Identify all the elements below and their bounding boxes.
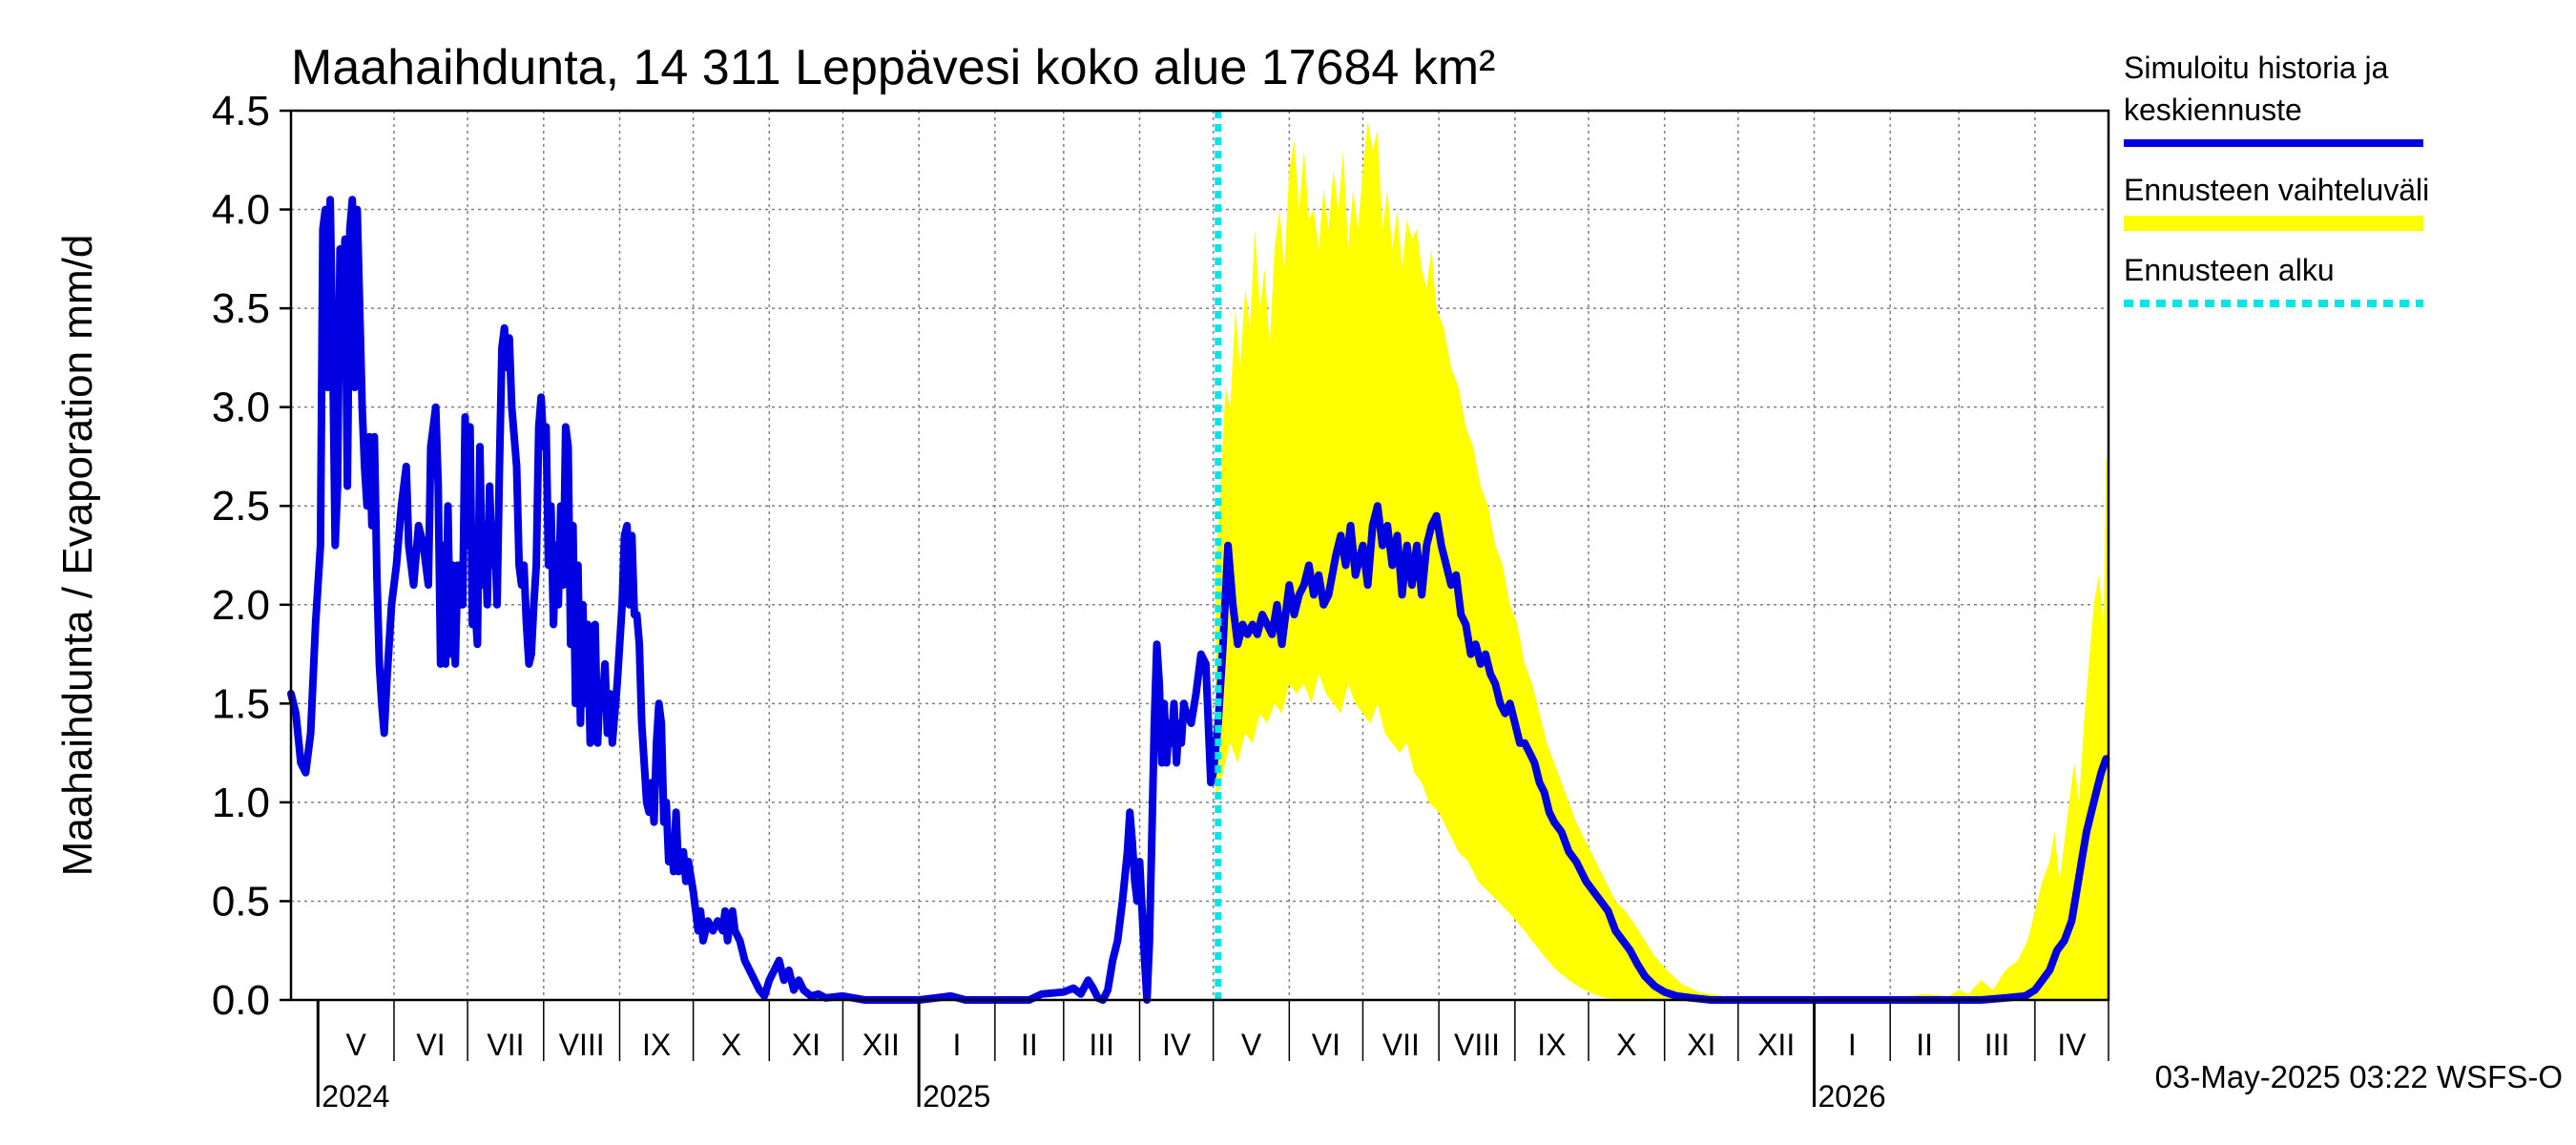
plot-frame bbox=[289, 109, 2110, 1002]
month-label: V bbox=[345, 1028, 366, 1062]
month-label: XI bbox=[792, 1028, 821, 1062]
year-label: 2024 bbox=[322, 1079, 389, 1114]
month-label: X bbox=[721, 1028, 741, 1062]
month-label: I bbox=[1848, 1028, 1857, 1062]
legend-label: Ennusteen alku bbox=[2124, 253, 2335, 287]
month-label: IX bbox=[642, 1028, 671, 1062]
y-axis-label: Maahaihdunta / Evaporation mm/d bbox=[54, 235, 101, 877]
month-label: II bbox=[1916, 1028, 1933, 1062]
y-tick-label: 0.5 bbox=[212, 878, 270, 925]
month-label: III bbox=[1984, 1028, 2010, 1062]
month-label: XII bbox=[862, 1028, 900, 1062]
month-label: V bbox=[1241, 1028, 1262, 1062]
month-label: IV bbox=[1162, 1028, 1192, 1062]
year-label: 2025 bbox=[923, 1079, 990, 1114]
month-label: VII bbox=[487, 1028, 524, 1062]
series-lines bbox=[287, 196, 2110, 1004]
timestamp-footer: 03-May-2025 03:22 WSFS-O bbox=[2155, 1059, 2563, 1094]
legend-swatch bbox=[2124, 216, 2423, 231]
month-label: VII bbox=[1382, 1028, 1420, 1062]
y-tick-label: 0.0 bbox=[212, 977, 270, 1024]
y-tick-label: 2.5 bbox=[212, 483, 270, 530]
legend-item: Ennusteen alku bbox=[2124, 253, 2423, 307]
y-tick-label: 1.5 bbox=[212, 680, 270, 727]
month-label: VI bbox=[1312, 1028, 1340, 1062]
year-label: 2026 bbox=[1818, 1079, 1885, 1114]
y-tick-label: 1.0 bbox=[212, 780, 270, 826]
y-tick-label: 4.0 bbox=[212, 187, 270, 234]
month-label: IV bbox=[2057, 1028, 2087, 1062]
y-tick-label: 3.0 bbox=[212, 385, 270, 431]
forecast-range-band bbox=[1215, 120, 2109, 1000]
month-label: VIII bbox=[559, 1028, 605, 1062]
y-tick-label: 2.0 bbox=[212, 582, 270, 629]
chart-title: Maahaihdunta, 14 311 Leppävesi koko alue… bbox=[291, 40, 1495, 95]
legend-label: Ennusteen vaihteluväli bbox=[2124, 173, 2429, 207]
month-label: IX bbox=[1537, 1028, 1566, 1062]
y-tick-label: 3.5 bbox=[212, 285, 270, 332]
month-label: VIII bbox=[1454, 1028, 1500, 1062]
x-axis: V VI VII VIII IX X XI XII I II III IV V VI VII VIII IX X X… bbox=[316, 1000, 2109, 1114]
y-axis-ticks: 0.0 0.5 1.0 1.5 2.0 2.5 3.0 3.5 4.0 4.5 bbox=[212, 88, 291, 1024]
month-label: VI bbox=[416, 1028, 445, 1062]
month-label: XII bbox=[1757, 1028, 1795, 1062]
y-tick-label: 4.5 bbox=[212, 88, 270, 135]
month-label: I bbox=[953, 1028, 962, 1062]
legend-item: Simuloitu historia ja keskiennuste bbox=[2124, 51, 2423, 147]
series-line bbox=[287, 196, 2110, 1004]
legend-item: Ennusteen vaihteluväli bbox=[2124, 173, 2429, 231]
range-band-area bbox=[1215, 120, 2109, 1000]
month-label: XI bbox=[1687, 1028, 1715, 1062]
month-label: III bbox=[1089, 1028, 1114, 1062]
legend-label: Simuloitu historia ja bbox=[2124, 51, 2389, 85]
legend: Simuloitu historia ja keskiennuste Ennuste… bbox=[2124, 51, 2429, 307]
month-label: X bbox=[1616, 1028, 1636, 1062]
month-label: II bbox=[1021, 1028, 1038, 1062]
legend-label: keskiennuste bbox=[2124, 93, 2302, 127]
